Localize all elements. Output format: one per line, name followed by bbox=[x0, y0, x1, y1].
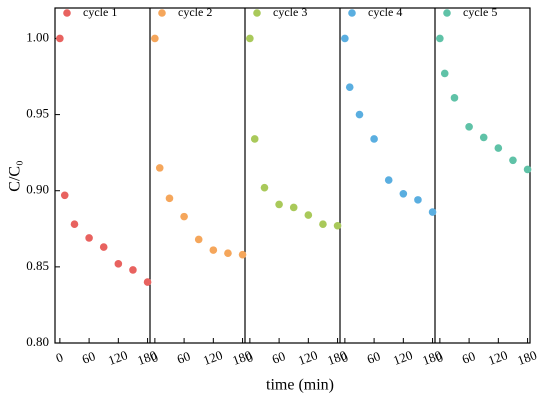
data-point bbox=[155, 164, 164, 172]
y-tick-label: 1.00 bbox=[26, 29, 49, 44]
x-tick-label: 60 bbox=[270, 348, 287, 367]
data-point bbox=[436, 34, 444, 43]
x-tick-label: 0 bbox=[434, 349, 445, 365]
y-tick-label: 0.95 bbox=[26, 106, 49, 121]
data-point bbox=[99, 243, 108, 251]
y-tick-label: 0.90 bbox=[26, 182, 49, 197]
data-point bbox=[275, 200, 283, 209]
x-tick-label: 180 bbox=[325, 347, 348, 368]
x-tick-label: 60 bbox=[80, 348, 97, 367]
x-tick-label: 120 bbox=[486, 347, 509, 368]
data-point bbox=[289, 203, 298, 212]
x-tick-label: 0 bbox=[149, 349, 160, 365]
legend-marker bbox=[443, 9, 451, 17]
x-tick-label: 60 bbox=[460, 348, 477, 367]
x-tick-label: 120 bbox=[296, 347, 319, 368]
data-point bbox=[143, 278, 152, 286]
legend-marker bbox=[63, 9, 71, 17]
data-point bbox=[440, 69, 449, 78]
legend-label: cycle 2 bbox=[178, 5, 212, 19]
x-tick-label: 60 bbox=[175, 348, 192, 367]
x-tick-label: 180 bbox=[135, 347, 158, 368]
data-point bbox=[70, 220, 79, 229]
legend-marker bbox=[348, 9, 356, 17]
x-tick-label: 180 bbox=[515, 347, 538, 368]
data-point bbox=[165, 194, 174, 203]
legend-label: cycle 4 bbox=[368, 5, 402, 19]
data-point bbox=[224, 249, 232, 257]
data-point bbox=[85, 234, 93, 242]
data-point bbox=[428, 208, 437, 216]
data-point bbox=[450, 94, 459, 102]
x-axis-label: time (min) bbox=[266, 377, 334, 394]
x-tick-label: 0 bbox=[339, 349, 350, 365]
legend-marker bbox=[253, 9, 261, 17]
legend-marker bbox=[158, 9, 166, 17]
data-point bbox=[209, 246, 218, 254]
legend-label: cycle 3 bbox=[273, 5, 307, 19]
data-point bbox=[238, 250, 247, 259]
data-point bbox=[465, 122, 473, 131]
x-tick-label: 120 bbox=[201, 347, 224, 368]
legend-label: cycle 1 bbox=[83, 5, 117, 19]
data-point bbox=[414, 196, 422, 204]
data-point bbox=[345, 83, 354, 91]
plot-frame bbox=[54, 7, 531, 344]
data-point bbox=[260, 183, 269, 192]
data-point bbox=[370, 135, 378, 143]
data-point bbox=[341, 34, 349, 43]
x-tick-label: 60 bbox=[365, 348, 382, 367]
data-point bbox=[304, 211, 313, 219]
data-point bbox=[180, 212, 188, 221]
data-point bbox=[194, 235, 203, 244]
legend-label: cycle 5 bbox=[463, 5, 497, 19]
y-axis-label: C/C₀ bbox=[7, 160, 24, 191]
data-point bbox=[355, 110, 364, 119]
x-tick-label: 120 bbox=[106, 347, 129, 368]
data-point bbox=[399, 189, 408, 198]
data-point bbox=[129, 266, 137, 274]
data-point bbox=[523, 165, 532, 174]
data-point bbox=[479, 133, 488, 142]
data-point bbox=[384, 176, 393, 184]
x-tick-label: 0 bbox=[244, 349, 255, 365]
y-tick-label: 0.85 bbox=[26, 258, 49, 273]
data-point bbox=[333, 221, 342, 230]
data-point bbox=[114, 260, 123, 268]
data-point bbox=[60, 191, 69, 200]
data-point bbox=[250, 135, 259, 143]
data-point bbox=[319, 220, 327, 229]
data-point bbox=[246, 34, 254, 43]
y-tick-label: 0.80 bbox=[26, 334, 49, 349]
data-point bbox=[494, 144, 503, 152]
x-tick-label: 180 bbox=[230, 347, 253, 368]
x-tick-label: 0 bbox=[54, 349, 65, 365]
x-tick-label: 120 bbox=[391, 347, 414, 368]
data-point bbox=[509, 156, 517, 165]
x-tick-label: 180 bbox=[420, 347, 443, 368]
data-point bbox=[151, 34, 159, 43]
data-point bbox=[56, 34, 64, 43]
